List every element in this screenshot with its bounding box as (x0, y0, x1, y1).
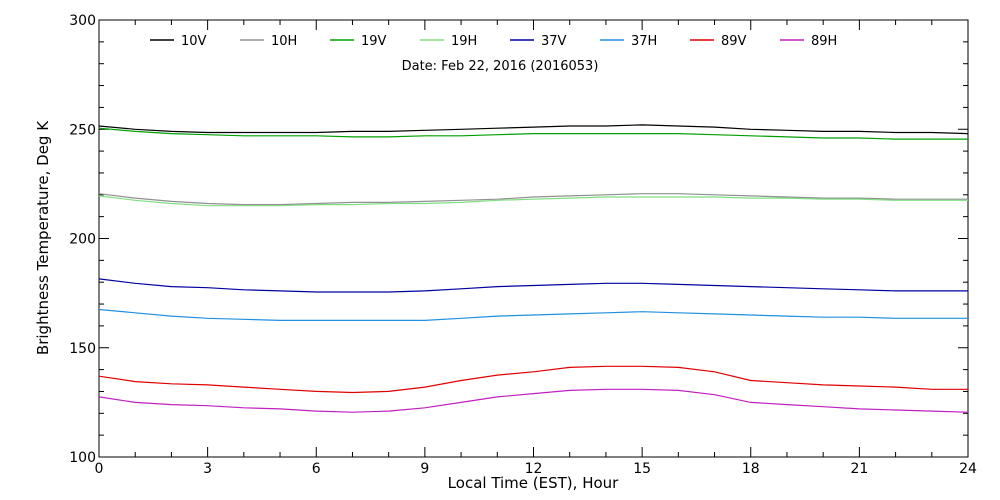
legend-label: 37V (541, 34, 567, 49)
x-tick-label: 9 (420, 461, 429, 477)
plot-frame (98, 19, 969, 458)
y-tick-label: 200 (69, 232, 96, 248)
legend-item-89h: 89H (780, 34, 837, 49)
legend-item-89v: 89V (690, 34, 747, 49)
x-tick-label: 18 (742, 461, 760, 477)
series-line-19h (98, 195, 968, 207)
legend-label: 19H (451, 34, 477, 49)
legend-label: 10V (181, 34, 207, 49)
y-axis: 100 150 200 250 300 (69, 13, 968, 466)
legend-label: 89V (721, 34, 747, 49)
x-axis-label: Local Time (EST), Hour (448, 474, 619, 492)
series-line-37v (98, 278, 968, 293)
legend-label: 89H (811, 34, 837, 49)
series-line-89h (98, 388, 969, 413)
x-tick-label: 24 (959, 461, 977, 477)
y-axis-label: Brightness Temperature, Deg K (34, 120, 52, 355)
series-line-10v (98, 124, 969, 135)
y-tick-label: 300 (69, 13, 96, 29)
legend-item-10v: 10V (150, 34, 207, 49)
legend-label: 37H (631, 34, 657, 49)
date-annotation: Date: Feb 22, 2016 (2016053) (402, 59, 599, 74)
y-tick-label: 100 (69, 450, 96, 466)
y-tick-label: 150 (69, 341, 96, 357)
legend-item-19v: 19V (330, 34, 387, 49)
legend-label: 19V (361, 34, 387, 49)
legend: 10V 10H 19V 19H 37V 37H 89V 89H (150, 34, 837, 49)
legend-item-37v: 37V (510, 34, 567, 49)
legend-item-10h: 10H (240, 34, 297, 49)
y-tick-label: 250 (69, 122, 96, 138)
legend-item-19h: 19H (420, 34, 477, 49)
legend-label: 10H (271, 34, 297, 49)
x-tick-label: 15 (633, 461, 651, 477)
series-line-89v (98, 365, 968, 394)
x-tick-label: 3 (203, 461, 212, 477)
series-lines (98, 124, 969, 413)
x-axis: 0 3 6 9 12 15 18 21 24 (95, 20, 977, 477)
series-line-10h (98, 193, 968, 206)
x-tick-label: 6 (312, 461, 321, 477)
x-tick-label: 12 (525, 461, 543, 477)
series-line-19v (98, 127, 968, 140)
x-tick-label: 0 (95, 461, 104, 477)
x-tick-label: 21 (850, 461, 868, 477)
legend-item-37h: 37H (600, 34, 657, 49)
series-line-37h (98, 308, 968, 321)
